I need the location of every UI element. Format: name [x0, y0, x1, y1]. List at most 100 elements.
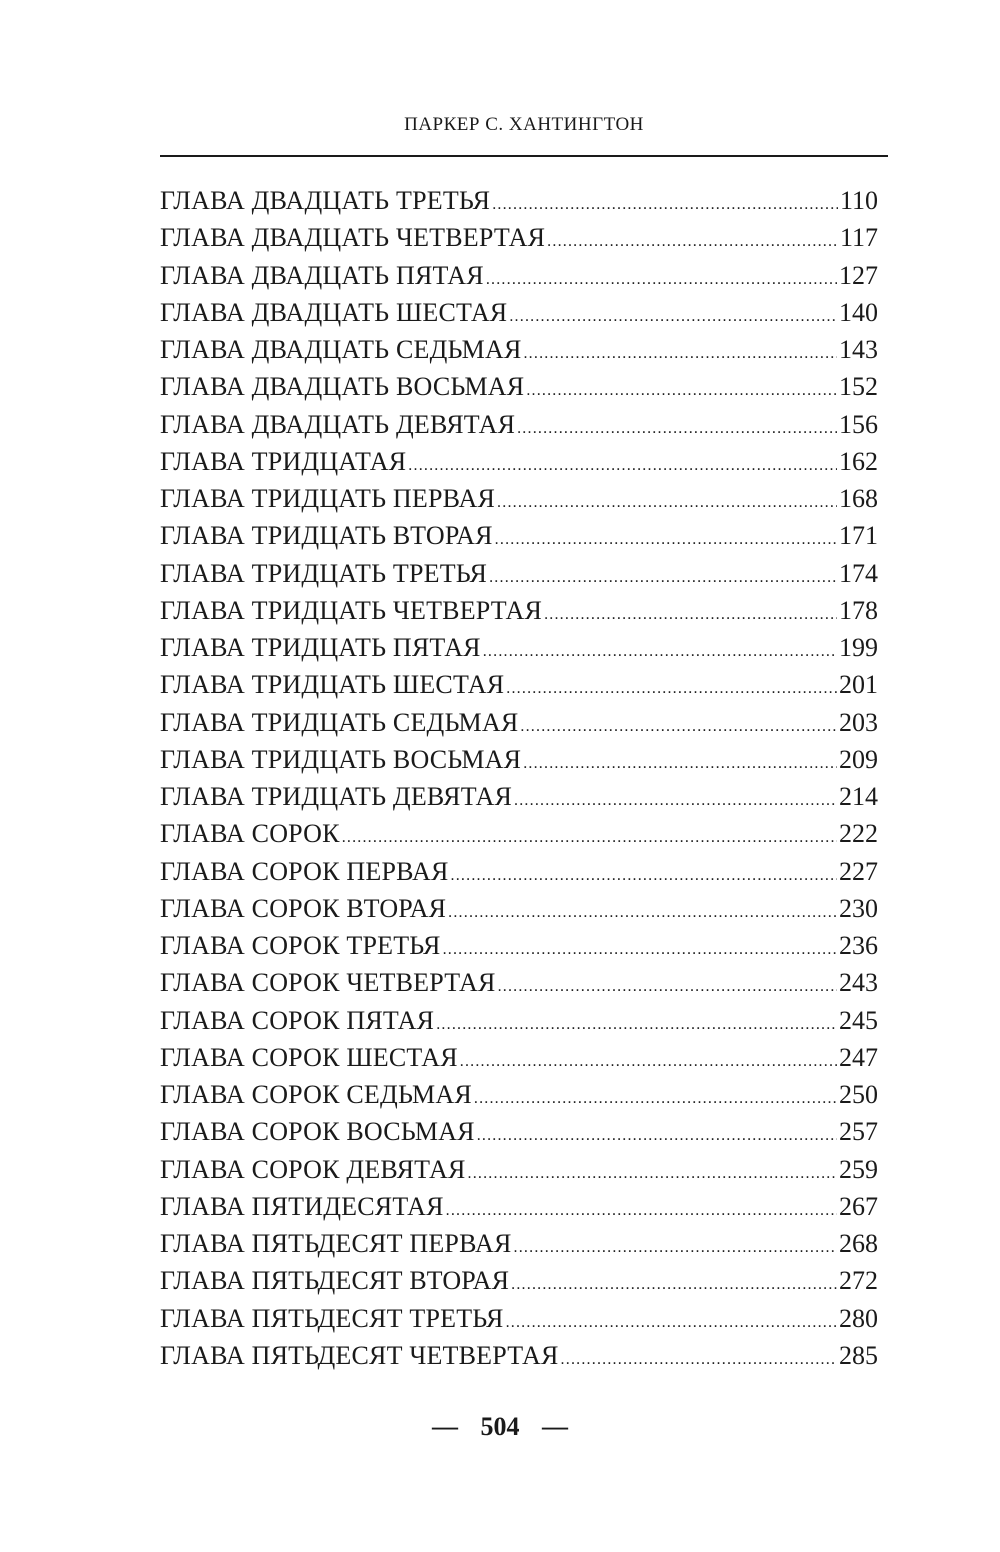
- dot-leader: [486, 261, 837, 298]
- footer-dash-right: —: [542, 1412, 568, 1441]
- toc-entry: ГЛАВА ДВАДЦАТЬ ПЯТАЯ 127: [160, 257, 878, 294]
- toc-entry-page: 214: [839, 782, 878, 811]
- dot-leader: [443, 931, 837, 968]
- dot-leader: [498, 968, 837, 1005]
- dot-leader: [544, 596, 837, 633]
- toc-entry-page: 127: [839, 260, 878, 290]
- dot-leader: [511, 1266, 837, 1303]
- toc-entry-title: ГЛАВА СОРОК ПЯТАЯ: [160, 1005, 435, 1035]
- header-rule: [160, 155, 888, 157]
- dot-leader: [497, 484, 837, 521]
- toc-entry-title: ГЛАВА ТРИДЦАТАЯ: [160, 446, 407, 476]
- dot-leader: [526, 372, 837, 409]
- toc-entry-title: ГЛАВА СОРОК ШЕСТАЯ: [160, 1042, 458, 1072]
- toc-entry: ГЛАВА ТРИДЦАТЬ ПЯТАЯ 199: [160, 629, 878, 666]
- toc-entry: ГЛАВА ПЯТИДЕСЯТАЯ 267: [160, 1188, 878, 1225]
- dot-leader: [446, 1192, 837, 1229]
- toc-entry: ГЛАВА ТРИДЦАТЬ ТРЕТЬЯ 174: [160, 555, 878, 592]
- toc-entry-title: ГЛАВА ДВАДЦАТЬ ТРЕТЬЯ: [160, 186, 491, 215]
- toc-entry: ГЛАВА СОРОК 222: [160, 815, 878, 852]
- toc-entry: ГЛАВА ТРИДЦАТЬ ПЕРВАЯ 168: [160, 480, 878, 517]
- toc-entry-title: ГЛАВА ПЯТЬДЕСЯТ ЧЕТВЕРТАЯ: [160, 1340, 559, 1370]
- toc-entry: ГЛАВА ПЯТЬДЕСЯТ ЧЕТВЕРТАЯ 285: [160, 1337, 878, 1374]
- toc-entry-title: ГЛАВА ПЯТЬДЕСЯТ ПЕРВАЯ: [160, 1229, 512, 1258]
- toc-entry-page: 178: [839, 595, 878, 625]
- toc-entry-page: 156: [839, 409, 878, 439]
- toc-entry-page: 272: [839, 1266, 878, 1296]
- toc-entry-page: 259: [839, 1154, 878, 1184]
- toc-entry-title: ГЛАВА ТРИДЦАТЬ ВОСЬМАЯ: [160, 744, 522, 774]
- toc-entry-page: 143: [839, 335, 878, 364]
- toc-entry-page: 250: [839, 1080, 878, 1109]
- toc-entry-title: ГЛАВА ДВАДЦАТЬ ЧЕТВЕРТАЯ: [160, 223, 546, 253]
- toc-entry: ГЛАВА ПЯТЬДЕСЯТ ТРЕТЬЯ 280: [160, 1300, 878, 1337]
- dot-leader: [561, 1341, 837, 1378]
- toc-entry-title: ГЛАВА СОРОК СЕДЬМАЯ: [160, 1080, 472, 1109]
- toc-entry: ГЛАВА СОРОК ЧЕТВЕРТАЯ 243: [160, 964, 878, 1001]
- toc-entry-title: ГЛАВА СОРОК ВОСЬМАЯ: [160, 1117, 475, 1147]
- dot-leader: [492, 186, 838, 223]
- toc-entry-page: 171: [839, 521, 878, 551]
- toc-entry-title: ГЛАВА СОРОК ДЕВЯТАЯ: [160, 1154, 466, 1184]
- dot-leader: [514, 782, 837, 819]
- toc-entry: ГЛАВА ТРИДЦАТАЯ 162: [160, 443, 878, 480]
- toc-entry: ГЛАВА СОРОК ВОСЬМАЯ 257: [160, 1113, 878, 1150]
- toc-entry-title: ГЛАВА ТРИДЦАТЬ СЕДЬМАЯ: [160, 707, 519, 737]
- toc-entry-title: ГЛАВА СОРОК ТРЕТЬЯ: [160, 931, 441, 960]
- dot-leader: [547, 223, 838, 260]
- toc-entry-page: 243: [839, 968, 878, 998]
- toc-entry-title: ГЛАВА ДВАДЦАТЬ ПЯТАЯ: [160, 260, 484, 290]
- dot-leader: [506, 670, 837, 707]
- toc-entry-title: ГЛАВА ТРИДЦАТЬ ТРЕТЬЯ: [160, 558, 488, 588]
- toc-entry-page: 168: [839, 484, 878, 513]
- page-footer: — 504 —: [0, 1412, 1000, 1442]
- toc-entry-title: ГЛАВА ТРИДЦАТЬ ВТОРАЯ: [160, 521, 493, 551]
- toc-entry-title: ГЛАВА СОРОК ЧЕТВЕРТАЯ: [160, 968, 496, 998]
- dot-leader: [523, 745, 837, 782]
- toc-entry: ГЛАВА ДВАДЦАТЬ ДЕВЯТАЯ 156: [160, 406, 878, 443]
- toc-entry-page: 209: [839, 744, 878, 774]
- toc-entry-page: 199: [839, 633, 878, 662]
- dot-leader: [477, 1117, 837, 1154]
- toc-entry-title: ГЛАВА ТРИДЦАТЬ ШЕСТАЯ: [160, 670, 505, 700]
- toc-entry-page: 245: [839, 1005, 878, 1035]
- toc-entry-page: 203: [839, 707, 878, 737]
- toc-entry-page: 110: [839, 186, 878, 215]
- toc-entry-title: ГЛАВА ДВАДЦАТЬ ДЕВЯТАЯ: [160, 409, 516, 439]
- dot-leader: [436, 1006, 837, 1043]
- toc-entry-title: ГЛАВА ПЯТЬДЕСЯТ ВТОРАЯ: [160, 1266, 510, 1296]
- toc-entry: ГЛАВА ДВАДЦАТЬ ШЕСТАЯ 140: [160, 294, 878, 331]
- toc-entry-title: ГЛАВА ТРИДЦАТЬ ПЯТАЯ: [160, 633, 481, 662]
- dot-leader: [408, 447, 837, 484]
- toc-entry: ГЛАВА ДВАДЦАТЬ ТРЕТЬЯ 110: [160, 182, 878, 219]
- toc-entry: ГЛАВА ТРИДЦАТЬ СЕДЬМАЯ 203: [160, 704, 878, 741]
- toc-entry-page: 227: [839, 856, 878, 886]
- dot-leader: [517, 410, 837, 447]
- toc-entry-title: ГЛАВА ТРИДЦАТЬ ДЕВЯТАЯ: [160, 782, 513, 811]
- toc-entry-title: ГЛАВА СОРОК: [160, 819, 340, 849]
- toc-entry-page: 222: [839, 819, 878, 849]
- toc-entry-page: 162: [839, 446, 878, 476]
- toc-entry-page: 230: [839, 893, 878, 923]
- toc-entry: ГЛАВА ПЯТЬДЕСЯТ ПЕРВАЯ 268: [160, 1225, 878, 1262]
- dot-leader: [342, 819, 837, 856]
- toc-entry-title: ГЛАВА ДВАДЦАТЬ СЕДЬМАЯ: [160, 335, 522, 364]
- toc-entry-title: ГЛАВА СОРОК ПЕРВАЯ: [160, 856, 449, 886]
- toc-entry: ГЛАВА ТРИДЦАТЬ ЧЕТВЕРТАЯ 178: [160, 592, 878, 629]
- toc-entry-title: ГЛАВА СОРОК ВТОРАЯ: [160, 893, 447, 923]
- toc-entry: ГЛАВА ДВАДЦАТЬ ВОСЬМАЯ 152: [160, 368, 878, 405]
- toc-entry-page: 247: [839, 1042, 878, 1072]
- toc-entry: ГЛАВА ПЯТЬДЕСЯТ ВТОРАЯ 272: [160, 1262, 878, 1299]
- toc-entry: ГЛАВА ДВАДЦАТЬ СЕДЬМАЯ 143: [160, 331, 878, 368]
- toc-entry-title: ГЛАВА ПЯТЬДЕСЯТ ТРЕТЬЯ: [160, 1303, 504, 1333]
- toc-entry: ГЛАВА ТРИДЦАТЬ ВОСЬМАЯ 209: [160, 741, 878, 778]
- toc-entry-page: 152: [839, 372, 878, 402]
- toc-entry-page: 236: [839, 931, 878, 960]
- dot-leader: [483, 633, 837, 670]
- toc-entry-page: 267: [839, 1191, 878, 1221]
- dot-leader: [514, 1229, 837, 1266]
- dot-leader: [451, 857, 837, 894]
- toc-entry: ГЛАВА ТРИДЦАТЬ ВТОРАЯ 171: [160, 517, 878, 554]
- toc-entry-title: ГЛАВА ДВАДЦАТЬ ВОСЬМАЯ: [160, 372, 525, 402]
- dot-leader: [460, 1043, 837, 1080]
